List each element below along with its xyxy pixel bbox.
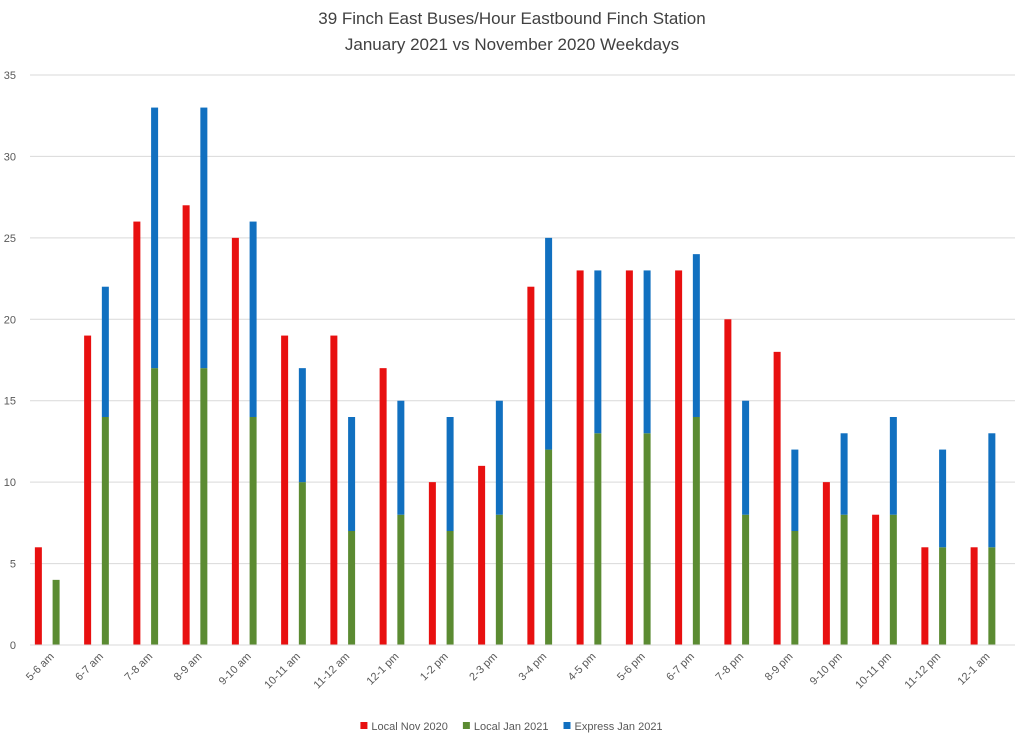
bar-segment: [742, 514, 750, 645]
bar: [675, 270, 683, 645]
bar-segment: [348, 531, 356, 645]
bar-segment: [200, 368, 208, 645]
bar-segment: [594, 270, 602, 434]
bar-segment: [939, 547, 947, 645]
x-tick-label: 10-11 am: [262, 651, 303, 692]
bar-segment: [840, 433, 848, 515]
bar: [379, 368, 387, 645]
x-tick-label: 8-9 am: [172, 651, 205, 684]
bar-segment: [249, 221, 257, 417]
x-tick-label: 4-5 pm: [566, 651, 599, 684]
x-tick-label: 7-8 am: [123, 651, 156, 684]
legend-swatch: [563, 722, 571, 729]
bar-segment: [446, 417, 454, 531]
bar-segment: [840, 514, 848, 645]
bar-segment: [397, 400, 405, 515]
bar-segment: [397, 514, 405, 645]
x-tick-label: 5-6 pm: [615, 651, 648, 684]
x-tick-label: 11-12 am: [311, 651, 352, 692]
legend-label: Local Jan 2021: [474, 721, 549, 733]
bar: [970, 547, 978, 645]
bar: [133, 221, 141, 646]
bar: [724, 319, 732, 645]
bar: [231, 237, 239, 645]
bar-segment: [101, 417, 109, 645]
bar-segment: [889, 514, 897, 645]
bar: [822, 482, 830, 645]
bar-segment: [495, 400, 503, 515]
y-tick-label: 0: [10, 640, 16, 652]
x-tick-label: 11-12 pm: [902, 651, 943, 692]
y-tick-label: 15: [4, 396, 16, 408]
bar-segment: [988, 547, 996, 645]
x-tick-label: 12-1 am: [955, 651, 992, 688]
x-tick-label: 5-6 am: [24, 651, 57, 684]
x-tick-label: 8-9 pm: [763, 651, 796, 684]
bar-segment: [643, 433, 651, 645]
y-tick-label: 5: [10, 559, 16, 571]
legend-label: Local Nov 2020: [371, 721, 447, 733]
x-tick-label: 9-10 pm: [808, 651, 845, 688]
bar-segment: [791, 449, 799, 531]
bar-segment: [151, 368, 159, 645]
x-tick-label: 9-10 am: [217, 651, 254, 688]
bar: [625, 270, 633, 645]
chart-subtitle: January 2021 vs November 2020 Weekdays: [345, 35, 679, 54]
bar-segment: [742, 400, 750, 515]
y-tick-label: 10: [4, 477, 16, 489]
bar-segment: [791, 531, 799, 645]
bar-segment: [151, 107, 159, 369]
bar-segment: [249, 417, 257, 645]
bar-segment: [692, 254, 700, 417]
bar: [34, 547, 42, 645]
y-tick-label: 35: [4, 70, 16, 82]
bar: [428, 482, 436, 645]
bar-segment: [200, 107, 208, 369]
bar: [773, 351, 781, 645]
bar: [921, 547, 929, 645]
bar-segment: [643, 270, 651, 434]
x-tick-label: 7-8 pm: [714, 651, 747, 684]
bar-segment: [298, 482, 306, 645]
x-tick-label: 2-3 pm: [467, 651, 500, 684]
bar: [182, 205, 190, 646]
bar-segment: [545, 449, 553, 645]
bar: [330, 335, 338, 645]
bar: [576, 270, 584, 645]
chart-title: 39 Finch East Buses/Hour Eastbound Finch…: [318, 9, 705, 28]
x-tick-label: 3-4 pm: [517, 651, 550, 684]
bar-segment: [594, 433, 602, 645]
bar-segment: [939, 449, 947, 548]
bar: [527, 286, 535, 645]
bar-segment: [348, 417, 356, 531]
bar-segment: [101, 286, 109, 417]
bar-segment: [52, 579, 60, 645]
x-tick-label: 6-7 am: [73, 651, 106, 684]
bar: [84, 335, 92, 645]
legend-swatch: [462, 722, 470, 729]
bar-segment: [298, 368, 306, 483]
y-tick-label: 30: [4, 151, 16, 163]
x-tick-label: 10-11 pm: [853, 651, 894, 692]
bar: [478, 465, 486, 645]
bar-segment: [692, 417, 700, 645]
bar-segment: [988, 433, 996, 548]
bar: [872, 514, 880, 645]
bar: [281, 335, 289, 645]
bar-segment: [495, 514, 503, 645]
x-tick-label: 12-1 pm: [364, 651, 401, 688]
bar-segment: [889, 417, 897, 515]
bar-segment: [545, 237, 553, 450]
y-tick-label: 20: [4, 314, 16, 326]
x-tick-label: 6-7 pm: [664, 651, 697, 684]
x-tick-label: 1-2 pm: [418, 651, 451, 684]
legend-label: Express Jan 2021: [575, 721, 663, 733]
bar-segment: [446, 531, 454, 645]
legend-swatch: [360, 722, 368, 729]
y-tick-label: 25: [4, 233, 16, 245]
